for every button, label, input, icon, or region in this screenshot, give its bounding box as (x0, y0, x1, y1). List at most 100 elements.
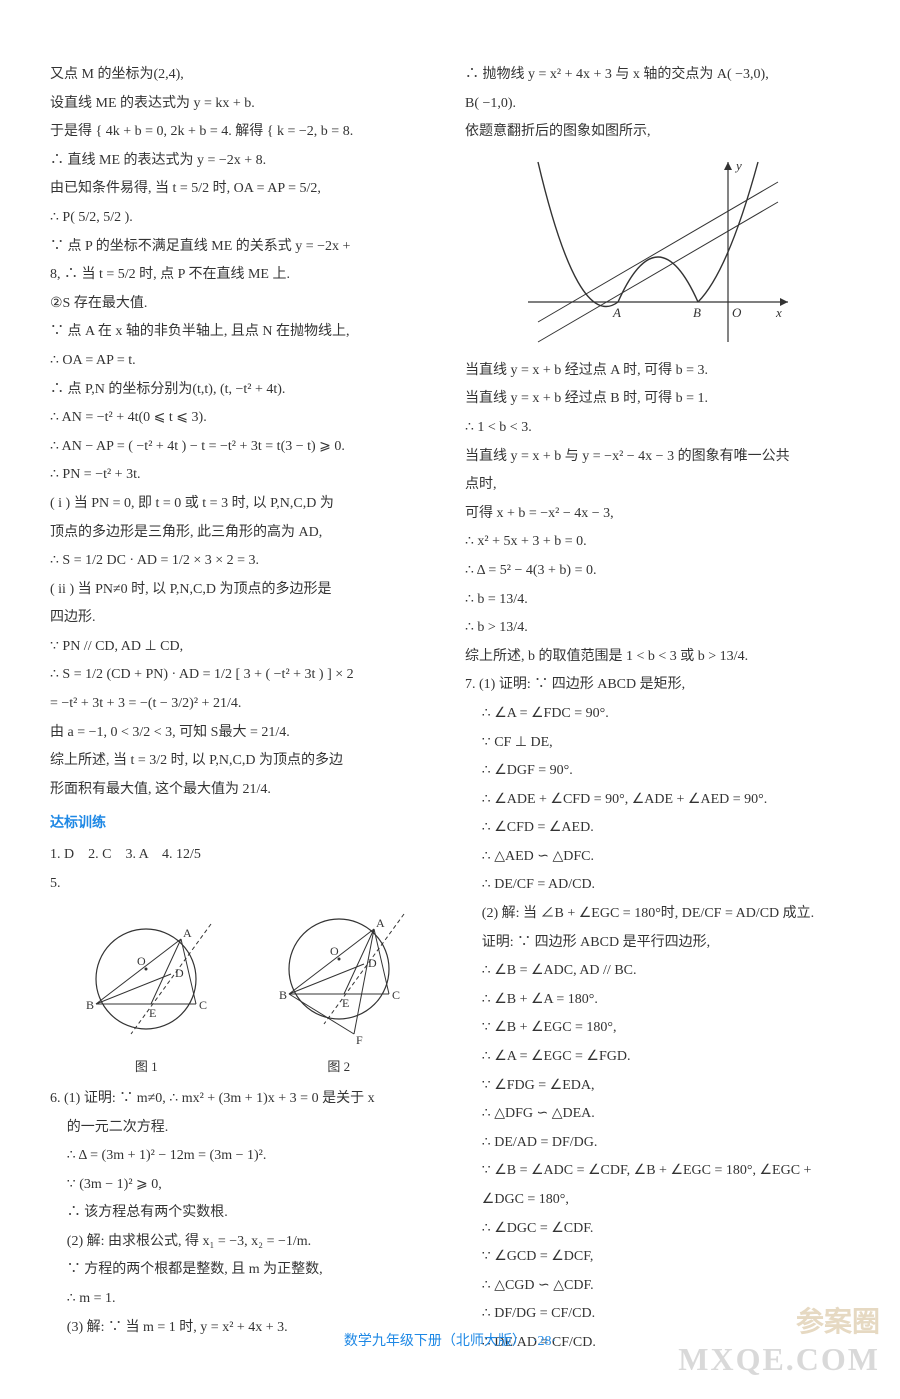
text-line: ∴ S = 1/2 (CD + PN) · AD = 1/2 [ 3 + ( −… (50, 662, 435, 689)
svg-text:A: A (183, 926, 192, 940)
svg-text:A: A (376, 916, 385, 930)
text-line: ∴ 点 P,N 的坐标分别为(t,t), (t, −t² + 4t). (50, 377, 435, 404)
page-content: 又点 M 的坐标为(2,4), 设直线 ME 的表达式为 y = kx + b.… (0, 0, 900, 1399)
text-line: ∵ 点 A 在 x 轴的非负半轴上, 且点 N 在抛物线上, (50, 319, 435, 346)
parabola-figure: x y O A B (518, 152, 798, 352)
text-line: ∴ Δ = 5² − 4(3 + b) = 0. (465, 558, 850, 585)
text-line: (2) 解: 当 ∠B + ∠EGC = 180°时, DE/CF = AD/C… (465, 901, 850, 928)
text-line: ∴ ∠A = ∠FDC = 90°. (465, 701, 850, 728)
text-line: ∴ 直线 ME 的表达式为 y = −2x + 8. (50, 148, 435, 175)
text-line: 可得 x + b = −x² − 4x − 3, (465, 501, 850, 528)
svg-text:B: B (86, 998, 94, 1012)
text-line: (2) 解: 由求根公式, 得 x₁ = −3, x₂ = −1/m. (50, 1229, 435, 1256)
text-line: ∴ ∠ADE + ∠CFD = 90°, ∠ADE + ∠AED = 90°. (465, 787, 850, 814)
text-line: 点时, (465, 472, 850, 499)
text-line: 由已知条件易得, 当 t = 5/2 时, OA = AP = 5/2, (50, 176, 435, 203)
svg-text:F: F (356, 1033, 363, 1047)
text-line: ∴ ∠DGF = 90°. (465, 758, 850, 785)
svg-text:O: O (137, 954, 146, 968)
text-line: 当直线 y = x + b 经过点 A 时, 可得 b = 3. (465, 358, 850, 385)
figure-2-caption: 图 2 (264, 1055, 414, 1080)
text-line: ∵ CF ⊥ DE, (465, 730, 850, 757)
text-line: 7. (1) 证明: ∵ 四边形 ABCD 是矩形, (465, 672, 850, 699)
svg-text:x: x (775, 305, 782, 320)
right-column: ∴ 抛物线 y = x² + 4x + 3 与 x 轴的交点为 A( −3,0)… (465, 60, 850, 1359)
text-line: ∴ b > 13/4. (465, 615, 850, 642)
text-line: ∴ △AED ∽ △DFC. (465, 844, 850, 871)
text-line: ∴ b = 13/4. (465, 587, 850, 614)
text-line: = −t² + 3t + 3 = −(t − 3/2)² + 21/4. (50, 691, 435, 718)
figure-1-caption: 图 1 (71, 1055, 221, 1080)
text-line: ∴ ∠CFD = ∠AED. (465, 815, 850, 842)
svg-text:B: B (279, 988, 287, 1002)
text-line: ∴ 抛物线 y = x² + 4x + 3 与 x 轴的交点为 A( −3,0)… (465, 62, 850, 89)
text-line: B( −1,0). (465, 91, 850, 118)
text-line: 当直线 y = x + b 经过点 B 时, 可得 b = 1. (465, 386, 850, 413)
text-line: ∵ PN // CD, AD ⊥ CD, (50, 634, 435, 661)
text-line: ∴ AN = −t² + 4t(0 ⩽ t ⩽ 3). (50, 405, 435, 432)
text-line: ∴ △DFG ∽ △DEA. (465, 1101, 850, 1128)
svg-text:C: C (392, 988, 400, 1002)
text-line: 由 a = −1, 0 < 3/2 < 3, 可知 S最大 = 21/4. (50, 720, 435, 747)
text-line: ∴ 1 < b < 3. (465, 415, 850, 442)
svg-text:A: A (612, 305, 621, 320)
text-line: 四边形. (50, 605, 435, 632)
text-line: ∴ OA = AP = t. (50, 348, 435, 375)
text-line: ∵ (3m − 1)² ⩾ 0, (50, 1172, 435, 1199)
text-line: ∴ P( 5/2, 5/2 ). (50, 205, 435, 232)
text-line: ∴ x² + 5x + 3 + b = 0. (465, 529, 850, 556)
text-line: ∴ DF/DG = CF/CD. (465, 1301, 850, 1328)
text-line: ∴ m = 1. (50, 1286, 435, 1313)
figure-1: A B C D E O 图 1 (71, 913, 221, 1080)
text-line: 的一元二次方程. (50, 1115, 435, 1142)
svg-text:D: D (175, 966, 184, 980)
text-line: 顶点的多边形是三角形, 此三角形的高为 AD, (50, 520, 435, 547)
text-line: ∵ 点 P 的坐标不满足直线 ME 的关系式 y = −2x + (50, 234, 435, 261)
text-line: ∴ 该方程总有两个实数根. (50, 1200, 435, 1227)
text-line: 形面积有最大值, 这个最大值为 21/4. (50, 777, 435, 804)
text-line: ∵ ∠GCD = ∠DCF, (465, 1244, 850, 1271)
svg-text:O: O (330, 944, 339, 958)
text-line: 于是得 { 4k + b = 0, 2k + b = 4. 解得 { k = −… (50, 119, 435, 146)
svg-text:E: E (342, 996, 349, 1010)
text-line: ②S 存在最大值. (50, 291, 435, 318)
text-line: ∴ DE/AD = DF/DG. (465, 1130, 850, 1157)
problem-5: 5. (50, 871, 435, 898)
svg-text:B: B (693, 305, 701, 320)
text-line: 设直线 ME 的表达式为 y = kx + b. (50, 91, 435, 118)
text-line: ( ii ) 当 PN≠0 时, 以 P,N,C,D 为顶点的多边形是 (50, 577, 435, 604)
text-line: 综上所述, b 的取值范围是 1 < b < 3 或 b > 13/4. (465, 644, 850, 671)
text-line: ∴ PN = −t² + 3t. (50, 462, 435, 489)
watermark-text: MXQE.COM (678, 1341, 880, 1378)
text-line: ∴ S = 1/2 DC · AD = 1/2 × 3 × 2 = 3. (50, 548, 435, 575)
text-line: ∴ Δ = (3m + 1)² − 12m = (3m − 1)². (50, 1143, 435, 1170)
answers-line: 1. D 2. C 3. A 4. 12/5 (50, 842, 435, 869)
text-line: ∵ ∠FDG = ∠EDA, (465, 1073, 850, 1100)
text-line: ∴ ∠A = ∠EGC = ∠FGD. (465, 1044, 850, 1071)
svg-text:C: C (199, 998, 207, 1012)
watermark-logo: 参案圈 (796, 1300, 880, 1340)
text-line: 当直线 y = x + b 与 y = −x² − 4x − 3 的图象有唯一公… (465, 444, 850, 471)
text-line: 8, ∴ 当 t = 5/2 时, 点 P 不在直线 ME 上. (50, 262, 435, 289)
svg-text:D: D (368, 956, 377, 970)
text-line: 又点 M 的坐标为(2,4), (50, 62, 435, 89)
text-line: ∴ AN − AP = ( −t² + 4t ) − t = −t² + 3t … (50, 434, 435, 461)
text-line: 依题意翻折后的图象如图所示, (465, 119, 850, 146)
svg-text:O: O (732, 305, 742, 320)
text-line: ∴ △CGD ∽ △CDF. (465, 1273, 850, 1300)
text-line: 证明: ∵ 四边形 ABCD 是平行四边形, (465, 930, 850, 957)
text-line: ∵ ∠B + ∠EGC = 180°, (465, 1015, 850, 1042)
figure-row: A B C D E O 图 1 (50, 903, 435, 1080)
text-line: ∵ 方程的两个根都是整数, 且 m 为正整数, (50, 1257, 435, 1284)
text-line: 6. (1) 证明: ∵ m≠0, ∴ mx² + (3m + 1)x + 3 … (50, 1086, 435, 1113)
text-line: ∠DGC = 180°, (465, 1187, 850, 1214)
svg-text:y: y (734, 158, 742, 173)
text-line: ∴ DE/CF = AD/CD. (465, 872, 850, 899)
text-line: ∴ ∠DGC = ∠CDF. (465, 1216, 850, 1243)
text-line: 综上所述, 当 t = 3/2 时, 以 P,N,C,D 为顶点的多边 (50, 748, 435, 775)
left-column: 又点 M 的坐标为(2,4), 设直线 ME 的表达式为 y = kx + b.… (50, 60, 435, 1359)
text-line: ∴ ∠B = ∠ADC, AD // BC. (465, 958, 850, 985)
section-heading: 达标训练 (50, 811, 435, 838)
text-line: ( i ) 当 PN = 0, 即 t = 0 或 t = 3 时, 以 P,N… (50, 491, 435, 518)
text-line: ∵ ∠B = ∠ADC = ∠CDF, ∠B + ∠EGC = 180°, ∠E… (465, 1158, 850, 1185)
